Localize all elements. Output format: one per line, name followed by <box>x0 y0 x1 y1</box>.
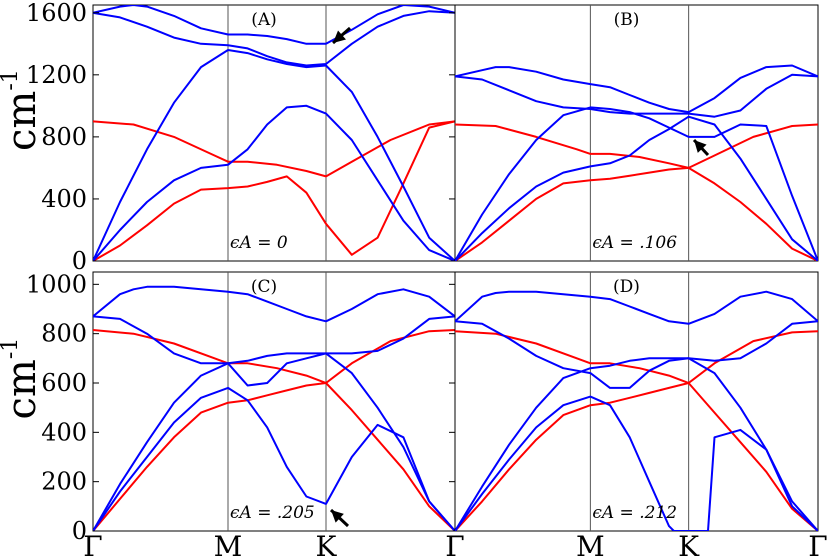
x-tick-label: M <box>576 530 605 559</box>
panel-d: M K Γ (D) ϵA = .212 <box>454 271 828 559</box>
panel-label: (A) <box>251 10 277 30</box>
series-line-3 <box>455 106 818 261</box>
y-tick-label: 1600 <box>26 0 87 27</box>
series-line-3 <box>93 49 455 261</box>
panel-frame <box>92 4 456 262</box>
series-line-0 <box>455 382 818 531</box>
epsilon-annotation: ϵA = .106 <box>592 233 677 253</box>
panel-frame <box>92 271 456 532</box>
series-line-5 <box>455 64 818 114</box>
series-line-4 <box>93 315 455 387</box>
series-line-2 <box>93 386 455 531</box>
epsilon-annotation: ϵA = 0 <box>230 233 288 253</box>
y-tick-label: 800 <box>41 320 87 348</box>
panel-label: (C) <box>251 277 277 297</box>
y-tick-label: 600 <box>41 369 87 397</box>
y-tick-label: 400 <box>41 418 87 446</box>
y-axis-label: cm-1 <box>0 338 45 420</box>
y-axis-label-sup: -1 <box>0 69 23 90</box>
series-line-0 <box>455 166 818 261</box>
panel-c: 0 200 400 600 800 1000 cm-1 Γ M K Γ (C) ϵA = .205 <box>0 270 465 559</box>
x-tick-label: Γ <box>808 530 827 559</box>
y-tick-label: 1200 <box>26 61 87 89</box>
y-tick-label: 1000 <box>26 270 87 298</box>
series-line-1 <box>93 329 455 384</box>
series-line-1 <box>93 120 455 178</box>
panel-frame <box>454 4 819 262</box>
y-tick-label: 400 <box>41 185 87 213</box>
series-line-4 <box>455 320 818 389</box>
arrow-C-head <box>331 510 344 523</box>
panel-b: (B) ϵA = .106 <box>454 4 819 262</box>
series-line-2 <box>93 104 455 261</box>
series-line-5 <box>93 5 455 45</box>
y-tick-label: 0 <box>72 247 87 275</box>
arrow-B-head <box>694 140 707 153</box>
y-axis-label: cm-1 <box>0 69 45 151</box>
arrow-A-head <box>333 30 346 43</box>
x-tick-label: Γ <box>445 530 464 559</box>
series-line-1 <box>455 123 818 169</box>
series-line-5 <box>455 290 818 325</box>
y-tick-label: 200 <box>41 468 87 496</box>
epsilon-annotation: ϵA = .205 <box>230 503 315 523</box>
panel-label: (D) <box>613 277 640 297</box>
series-line-0 <box>93 382 455 531</box>
y-tick-label: 0 <box>72 517 87 545</box>
x-tick-label: M <box>214 530 243 559</box>
series-line-4 <box>93 10 455 67</box>
series-line-4 <box>455 73 818 118</box>
panel-frame <box>454 271 819 532</box>
series-line-3 <box>455 357 818 531</box>
panel-a: 0 400 800 1200 1600 cm-1 (A) ϵA = 0 <box>0 0 456 275</box>
panel-label: (B) <box>614 10 640 30</box>
series-line-1 <box>455 330 818 384</box>
x-tick-label: Γ <box>83 530 102 559</box>
x-tick-label: K <box>316 530 338 559</box>
y-tick-label: 800 <box>41 123 87 151</box>
series-line-3 <box>93 352 455 531</box>
series-line-5 <box>93 285 455 323</box>
series-line-0 <box>93 120 455 261</box>
epsilon-annotation: ϵA = .212 <box>592 503 677 523</box>
series-line-2 <box>455 395 818 531</box>
series-line-2 <box>455 115 818 261</box>
y-axis-label-sup: -1 <box>0 338 23 359</box>
x-tick-label: K <box>678 530 700 559</box>
